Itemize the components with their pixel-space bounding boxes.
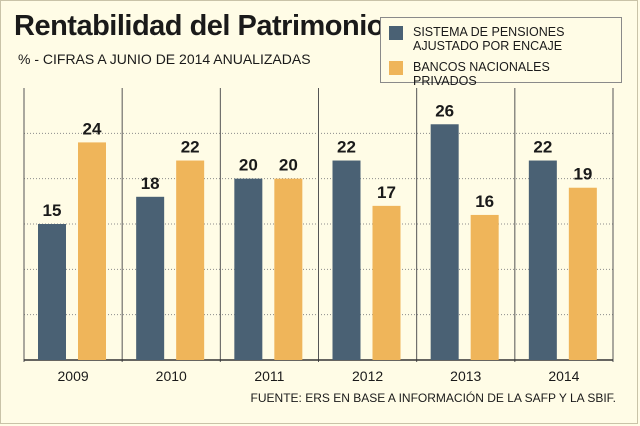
legend-item-bancos: BANCOS NACIONALES PRIVADOS bbox=[389, 60, 613, 88]
data-label-bancos-2009: 24 bbox=[83, 119, 102, 138]
x-tick-label-2009: 2009 bbox=[58, 368, 89, 384]
x-tick-label-2010: 2010 bbox=[156, 368, 187, 384]
bar-bancos-2011 bbox=[274, 178, 303, 360]
legend-swatch-pensiones bbox=[389, 26, 403, 40]
chart-subtitle: % - CIFRAS A JUNIO DE 2014 ANUALIZADAS bbox=[18, 51, 311, 67]
bar-bancos-2014 bbox=[568, 187, 597, 360]
bar-bancos-2013 bbox=[470, 214, 499, 360]
bar-bancos-2012 bbox=[372, 205, 401, 360]
data-label-pensiones-2012: 22 bbox=[337, 138, 356, 157]
data-label-bancos-2011: 20 bbox=[279, 156, 298, 175]
bar-pensiones-2014 bbox=[528, 160, 557, 360]
x-tick-label-2012: 2012 bbox=[352, 368, 383, 384]
data-label-pensiones-2011: 20 bbox=[239, 156, 258, 175]
legend-swatch-bancos bbox=[389, 61, 403, 75]
bar-pensiones-2010 bbox=[136, 196, 165, 360]
legend-item-pensiones: SISTEMA DE PENSIONES AJUSTADO POR ENCAJE bbox=[389, 25, 613, 53]
legend: SISTEMA DE PENSIONES AJUSTADO POR ENCAJE… bbox=[380, 17, 622, 88]
data-label-bancos-2014: 19 bbox=[573, 165, 592, 184]
data-label-pensiones-2013: 26 bbox=[435, 101, 454, 120]
legend-label-bancos: BANCOS NACIONALES PRIVADOS bbox=[413, 60, 550, 88]
data-label-pensiones-2014: 22 bbox=[533, 138, 552, 157]
bar-pensiones-2013 bbox=[430, 124, 459, 361]
data-label-bancos-2010: 22 bbox=[181, 138, 200, 157]
data-label-pensiones-2009: 15 bbox=[43, 201, 62, 220]
x-tick-label-2013: 2013 bbox=[450, 368, 481, 384]
bar-pensiones-2011 bbox=[234, 178, 263, 360]
legend-label-pensiones: SISTEMA DE PENSIONES AJUSTADO POR ENCAJE bbox=[413, 25, 565, 53]
bar-pensiones-2009 bbox=[38, 224, 66, 360]
data-label-bancos-2013: 16 bbox=[475, 192, 494, 211]
bar-bancos-2010 bbox=[176, 160, 205, 360]
x-tick-label-2011: 2011 bbox=[254, 368, 284, 384]
bar-pensiones-2012 bbox=[332, 160, 361, 360]
data-label-bancos-2012: 17 bbox=[377, 183, 396, 202]
chart-title: Rentabilidad del Patrimonio bbox=[14, 10, 385, 42]
data-label-pensiones-2010: 18 bbox=[141, 174, 160, 193]
source-note: FUENTE: ERS EN BASE A INFORMACIÓN DE LA … bbox=[250, 391, 616, 405]
x-tick-label-2014: 2014 bbox=[548, 368, 579, 384]
bar-bancos-2009 bbox=[78, 142, 106, 360]
